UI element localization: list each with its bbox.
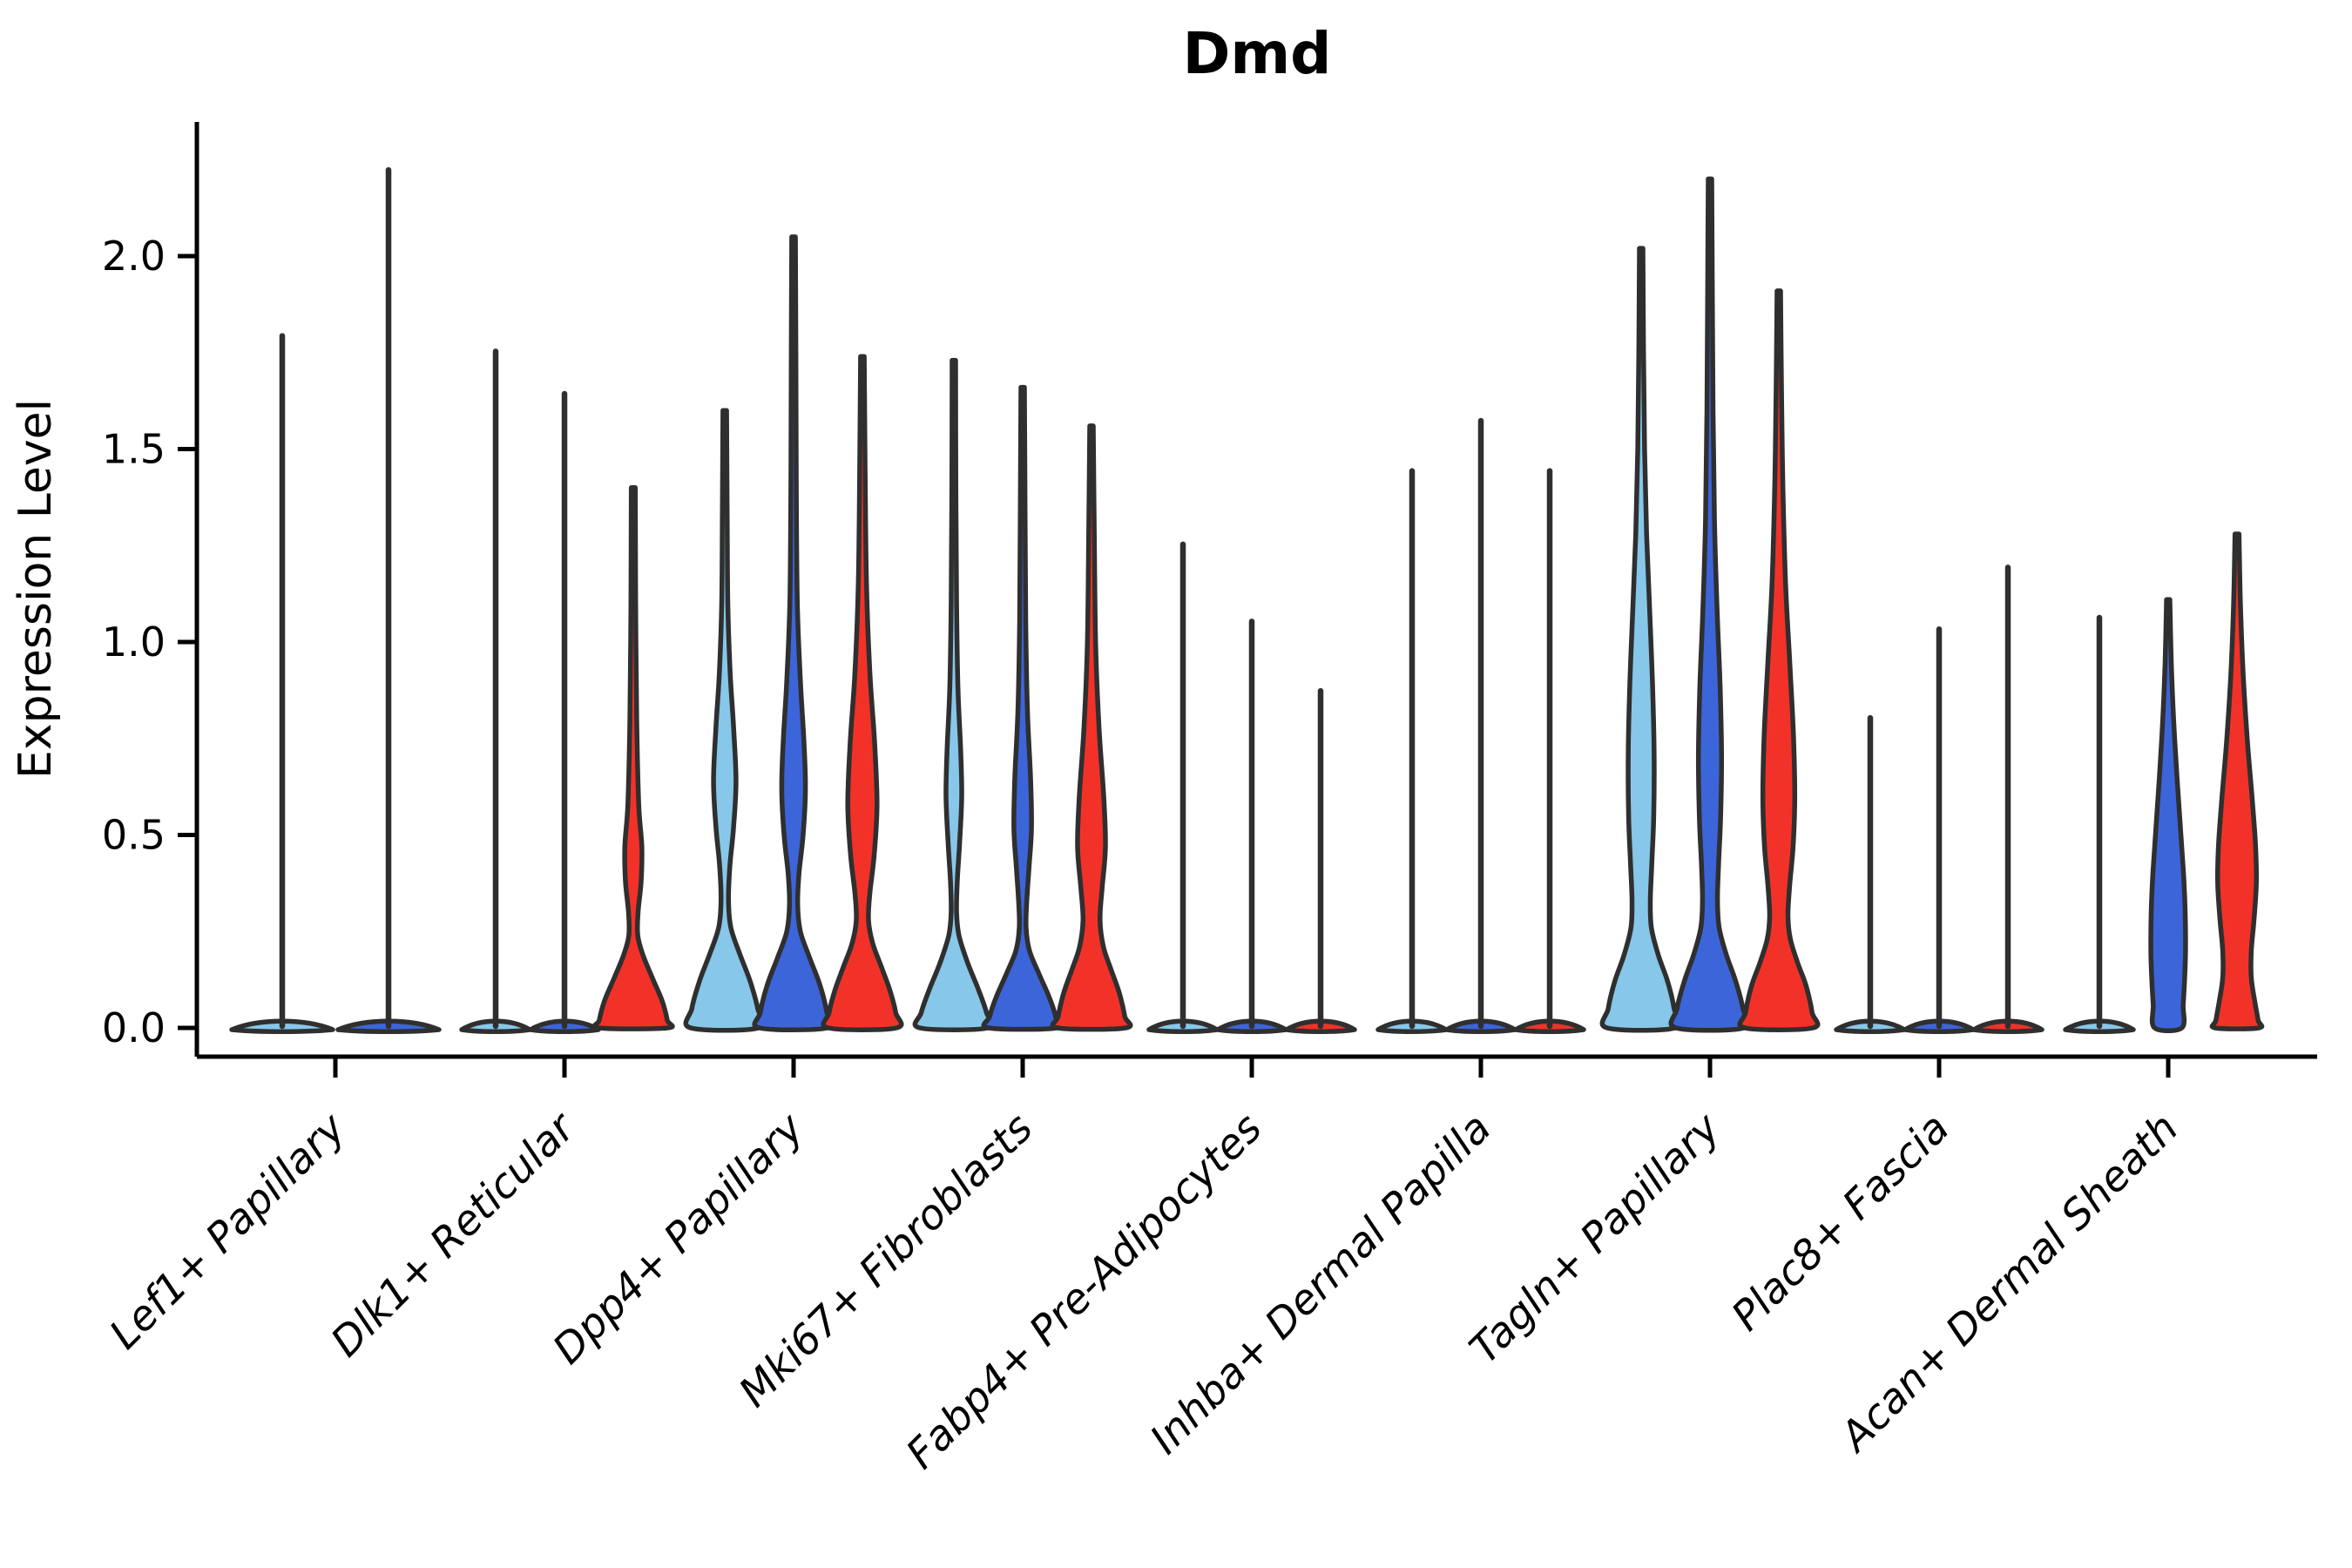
violin-body: [591, 485, 675, 1031]
y-tick-label: 1.5: [102, 426, 166, 473]
violin-body: [1599, 246, 1683, 1033]
violin-body: [821, 354, 904, 1032]
violin-body: [1050, 423, 1133, 1032]
chart-title: Dmd: [1183, 20, 1332, 87]
violin-body: [2209, 531, 2265, 1031]
y-axis-label: Expression Level: [10, 399, 62, 779]
y-tick-label: 2.0: [102, 233, 166, 280]
violin-body: [1668, 176, 1752, 1033]
axes-layer: [178, 122, 2317, 1078]
y-tick-label: 1.0: [102, 618, 166, 666]
y-tick-label: 0.0: [102, 1004, 166, 1051]
violin-body: [683, 408, 767, 1033]
violin-body: [912, 357, 996, 1032]
violin-body: [981, 384, 1064, 1032]
violin-body: [2148, 597, 2188, 1034]
y-tick-label: 0.5: [102, 812, 166, 859]
violin-body: [1737, 288, 1821, 1032]
violin-body: [752, 234, 835, 1032]
violin-layer: [229, 166, 2265, 1034]
